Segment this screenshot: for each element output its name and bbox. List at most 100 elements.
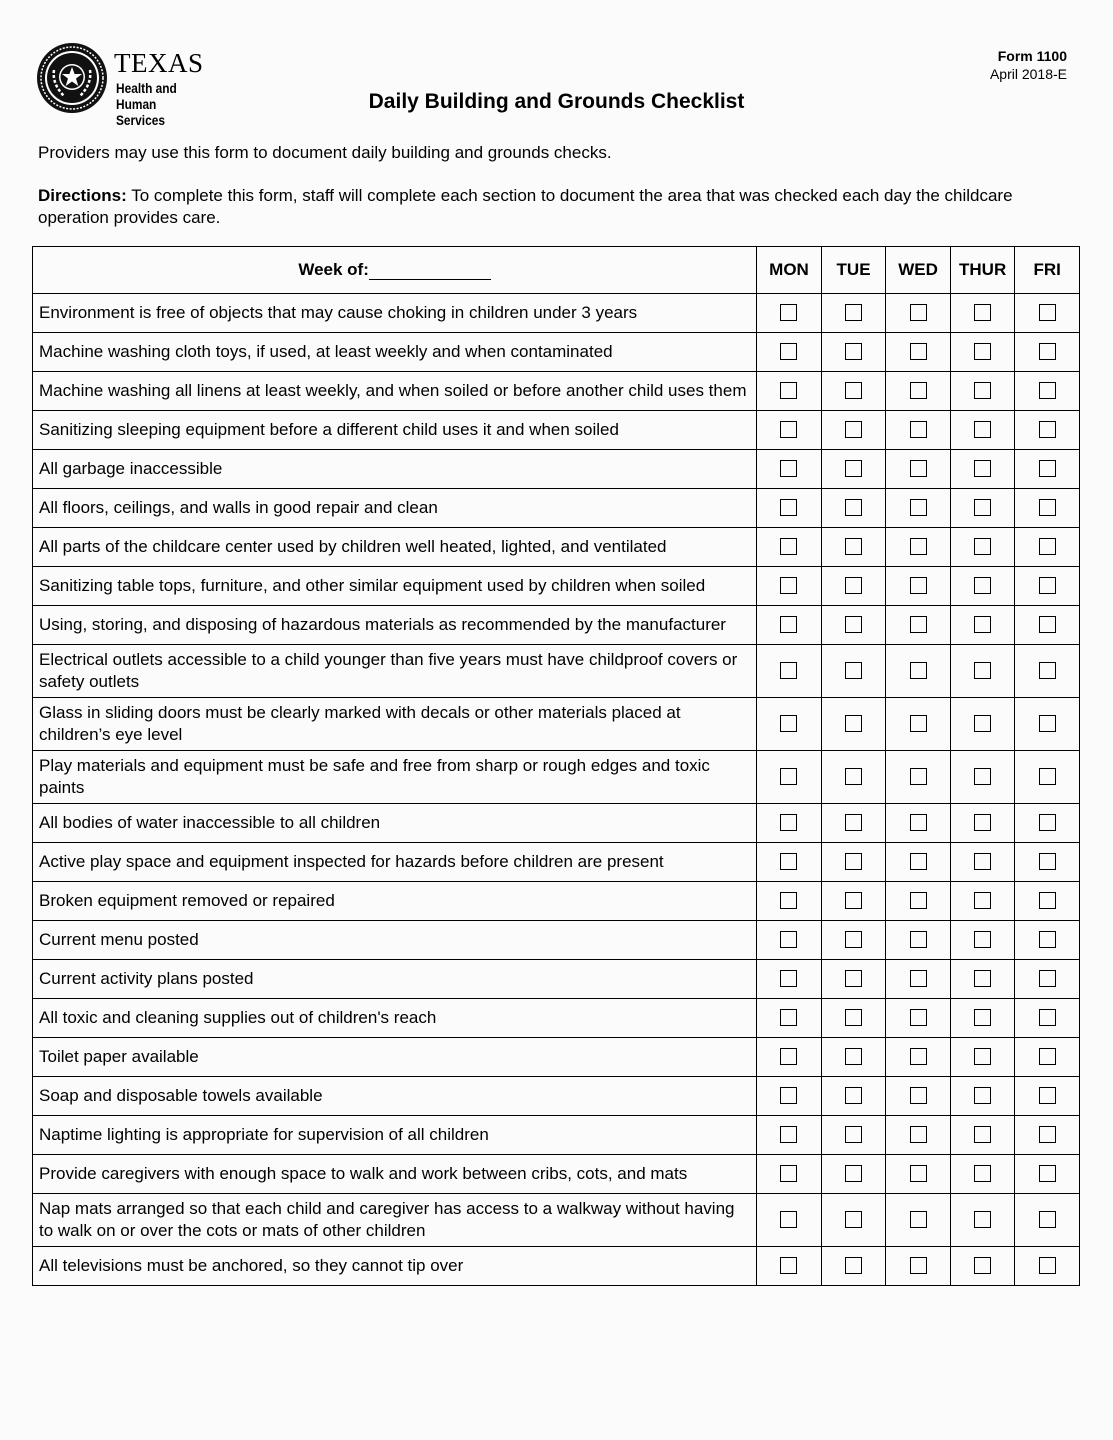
checkbox-fri[interactable]: [1038, 460, 1056, 478]
checkbox-thur[interactable]: [974, 1009, 992, 1027]
checkbox-fri[interactable]: [1038, 814, 1056, 832]
checkbox-fri[interactable]: [1038, 343, 1056, 361]
checkbox-thur[interactable]: [974, 382, 992, 400]
checkbox-tue[interactable]: [845, 970, 863, 988]
checkbox-mon[interactable]: [780, 1211, 798, 1229]
checkbox-thur[interactable]: [974, 892, 992, 910]
checkbox-wed[interactable]: [909, 421, 927, 439]
checkbox-wed[interactable]: [909, 382, 927, 400]
checkbox-thur[interactable]: [974, 304, 992, 322]
checkbox-mon[interactable]: [780, 715, 798, 733]
checkbox-tue[interactable]: [845, 1009, 863, 1027]
checkbox-thur[interactable]: [974, 1165, 992, 1183]
checkbox-fri[interactable]: [1038, 970, 1056, 988]
checkbox-tue[interactable]: [845, 577, 863, 595]
checkbox-mon[interactable]: [780, 931, 798, 949]
checkbox-mon[interactable]: [780, 304, 798, 322]
checkbox-tue[interactable]: [845, 715, 863, 733]
checkbox-tue[interactable]: [845, 382, 863, 400]
checkbox-tue[interactable]: [845, 1087, 863, 1105]
checkbox-mon[interactable]: [780, 577, 798, 595]
checkbox-wed[interactable]: [909, 892, 927, 910]
checkbox-fri[interactable]: [1038, 1048, 1056, 1066]
checkbox-thur[interactable]: [974, 768, 992, 786]
checkbox-thur[interactable]: [974, 460, 992, 478]
checkbox-mon[interactable]: [780, 662, 798, 680]
checkbox-tue[interactable]: [845, 1257, 863, 1275]
checkbox-wed[interactable]: [909, 1126, 927, 1144]
checkbox-thur[interactable]: [974, 853, 992, 871]
checkbox-mon[interactable]: [780, 499, 798, 517]
checkbox-wed[interactable]: [909, 1009, 927, 1027]
checkbox-wed[interactable]: [909, 577, 927, 595]
checkbox-thur[interactable]: [974, 421, 992, 439]
checkbox-mon[interactable]: [780, 616, 798, 634]
checkbox-fri[interactable]: [1038, 1087, 1056, 1105]
checkbox-wed[interactable]: [909, 460, 927, 478]
checkbox-mon[interactable]: [780, 421, 798, 439]
checkbox-mon[interactable]: [780, 853, 798, 871]
checkbox-thur[interactable]: [974, 1087, 992, 1105]
checkbox-mon[interactable]: [780, 460, 798, 478]
checkbox-wed[interactable]: [909, 970, 927, 988]
checkbox-thur[interactable]: [974, 343, 992, 361]
checkbox-fri[interactable]: [1038, 1009, 1056, 1027]
checkbox-tue[interactable]: [845, 304, 863, 322]
checkbox-tue[interactable]: [845, 1048, 863, 1066]
checkbox-tue[interactable]: [845, 499, 863, 517]
checkbox-mon[interactable]: [780, 538, 798, 556]
checkbox-mon[interactable]: [780, 1048, 798, 1066]
checkbox-wed[interactable]: [909, 304, 927, 322]
checkbox-mon[interactable]: [780, 1257, 798, 1275]
checkbox-tue[interactable]: [845, 1126, 863, 1144]
checkbox-wed[interactable]: [909, 715, 927, 733]
checkbox-tue[interactable]: [845, 538, 863, 556]
checkbox-mon[interactable]: [780, 1087, 798, 1105]
checkbox-thur[interactable]: [974, 577, 992, 595]
checkbox-fri[interactable]: [1038, 1126, 1056, 1144]
checkbox-thur[interactable]: [974, 538, 992, 556]
checkbox-fri[interactable]: [1038, 931, 1056, 949]
checkbox-mon[interactable]: [780, 970, 798, 988]
checkbox-mon[interactable]: [780, 892, 798, 910]
checkbox-fri[interactable]: [1038, 421, 1056, 439]
checkbox-wed[interactable]: [909, 1165, 927, 1183]
checkbox-tue[interactable]: [845, 768, 863, 786]
checkbox-thur[interactable]: [974, 616, 992, 634]
checkbox-wed[interactable]: [909, 616, 927, 634]
checkbox-fri[interactable]: [1038, 1165, 1056, 1183]
checkbox-thur[interactable]: [974, 662, 992, 680]
checkbox-wed[interactable]: [909, 538, 927, 556]
checkbox-wed[interactable]: [909, 662, 927, 680]
checkbox-wed[interactable]: [909, 1211, 927, 1229]
checkbox-thur[interactable]: [974, 1211, 992, 1229]
checkbox-wed[interactable]: [909, 853, 927, 871]
checkbox-tue[interactable]: [845, 421, 863, 439]
checkbox-fri[interactable]: [1038, 715, 1056, 733]
checkbox-thur[interactable]: [974, 970, 992, 988]
checkbox-tue[interactable]: [845, 616, 863, 634]
checkbox-thur[interactable]: [974, 814, 992, 832]
checkbox-mon[interactable]: [780, 382, 798, 400]
checkbox-mon[interactable]: [780, 814, 798, 832]
checkbox-mon[interactable]: [780, 768, 798, 786]
checkbox-fri[interactable]: [1038, 892, 1056, 910]
checkbox-wed[interactable]: [909, 1048, 927, 1066]
checkbox-fri[interactable]: [1038, 662, 1056, 680]
checkbox-mon[interactable]: [780, 1126, 798, 1144]
checkbox-fri[interactable]: [1038, 538, 1056, 556]
checkbox-thur[interactable]: [974, 499, 992, 517]
checkbox-wed[interactable]: [909, 814, 927, 832]
checkbox-tue[interactable]: [845, 931, 863, 949]
checkbox-tue[interactable]: [845, 343, 863, 361]
week-of-field[interactable]: [368, 261, 491, 280]
checkbox-mon[interactable]: [780, 1009, 798, 1027]
checkbox-thur[interactable]: [974, 1048, 992, 1066]
checkbox-tue[interactable]: [845, 853, 863, 871]
checkbox-thur[interactable]: [974, 1257, 992, 1275]
checkbox-mon[interactable]: [780, 1165, 798, 1183]
checkbox-fri[interactable]: [1038, 499, 1056, 517]
checkbox-thur[interactable]: [974, 715, 992, 733]
checkbox-tue[interactable]: [845, 460, 863, 478]
checkbox-fri[interactable]: [1038, 1211, 1056, 1229]
